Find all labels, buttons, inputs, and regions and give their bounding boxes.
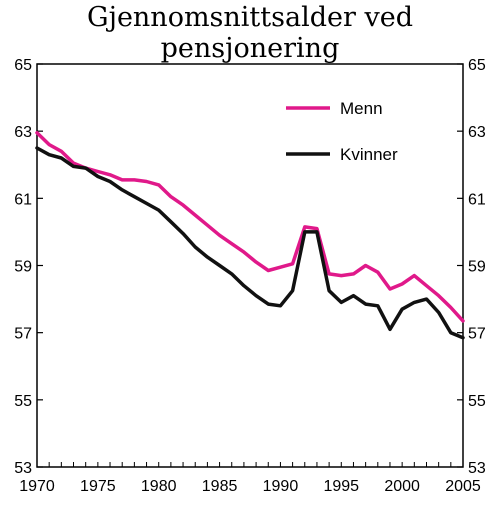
y-axis-left: 53 55 57 59 61 63 65 <box>14 57 43 477</box>
y-tick-label-right-6: 65 <box>468 57 486 74</box>
chart-title: Gjennomsnittsalder ved pensjonering <box>87 2 413 64</box>
x-tick-label-4: 1990 <box>263 478 299 495</box>
legend-label-kvinner: Kvinner <box>340 145 398 164</box>
x-axis: 1970 1975 1980 1985 1990 1995 2000 2005 <box>19 462 481 495</box>
x-tick-label-6: 2000 <box>384 478 420 495</box>
y-tick-label-left-2: 57 <box>14 326 32 343</box>
x-tick-label-5: 1995 <box>323 478 359 495</box>
y-tick-label-right-3: 59 <box>468 259 486 276</box>
plot-frame <box>36 63 464 468</box>
y-tick-label-left-6: 65 <box>14 57 32 74</box>
y-tick-label-left-5: 63 <box>14 124 32 141</box>
series-line-kvinner <box>35 146 465 340</box>
y-tick-label-left-1: 55 <box>14 393 32 410</box>
legend: Menn Kvinner <box>286 99 398 164</box>
x-tick-label-7: 2005 <box>445 478 481 495</box>
y-tick-label-left-0: 53 <box>14 460 32 477</box>
y-tick-label-right-1: 55 <box>468 393 486 410</box>
x-tick-label-2: 1980 <box>141 478 177 495</box>
y-tick-label-left-4: 61 <box>14 191 32 208</box>
y-tick-label-right-0: 53 <box>468 460 486 477</box>
y-tick-label-right-2: 57 <box>468 326 486 343</box>
y-tick-label-right-4: 61 <box>468 191 486 208</box>
y-tick-label-left-3: 59 <box>14 259 32 276</box>
x-tick-label-3: 1985 <box>202 478 238 495</box>
x-tick-label-1: 1975 <box>80 478 116 495</box>
y-axis-right: 53 55 57 59 61 63 65 <box>457 57 486 477</box>
series-line-menn <box>35 131 465 323</box>
legend-label-menn: Menn <box>340 99 383 118</box>
series-lines <box>35 131 465 340</box>
y-tick-label-right-5: 63 <box>468 124 486 141</box>
x-tick-label-0: 1970 <box>19 478 55 495</box>
